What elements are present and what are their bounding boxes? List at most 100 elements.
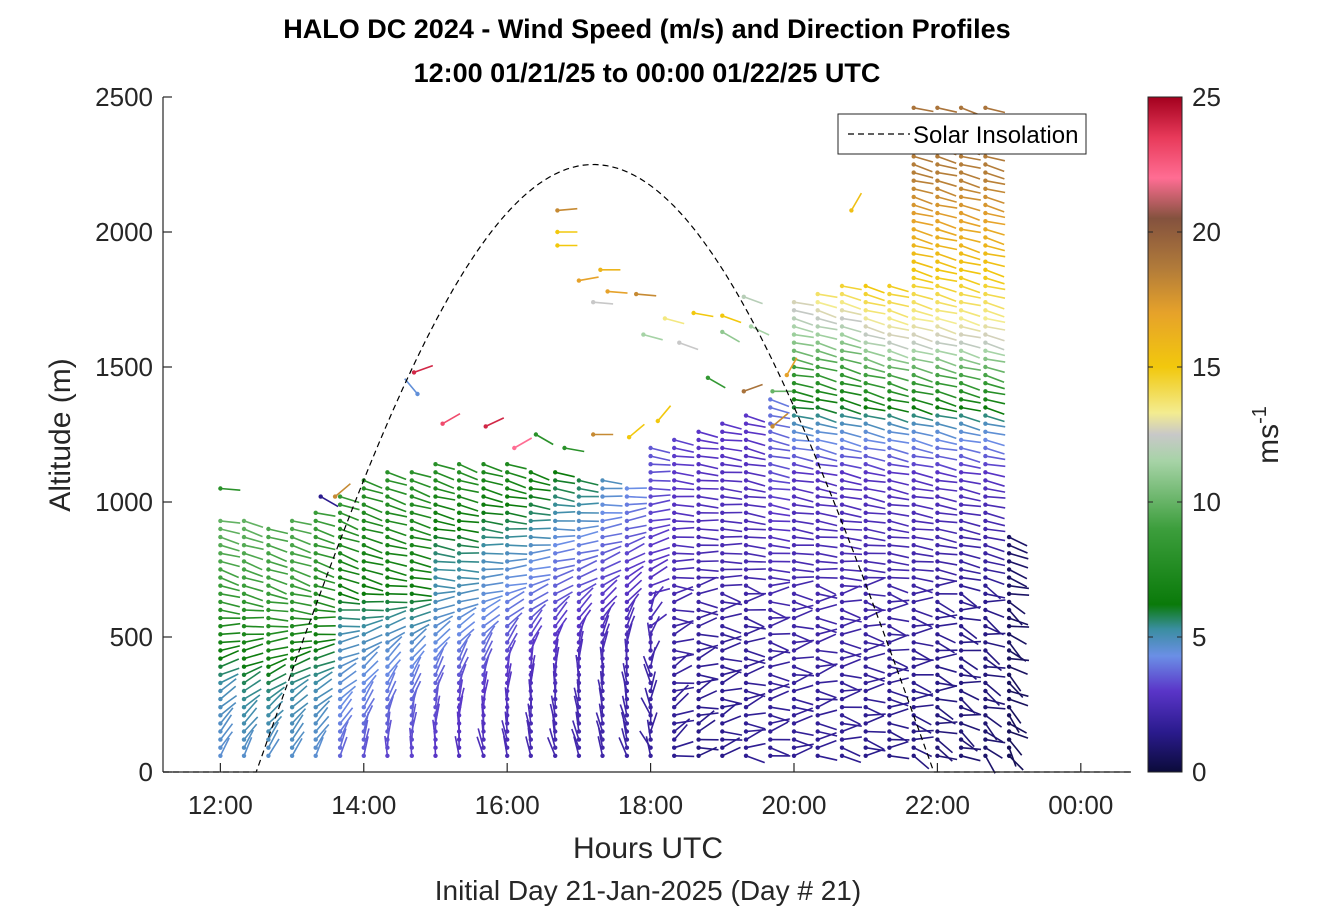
barb-shaft xyxy=(673,723,688,741)
barb-head xyxy=(553,696,558,702)
barb-head xyxy=(218,688,223,694)
wind-barb xyxy=(456,567,480,573)
barb-shaft xyxy=(937,439,958,446)
wind-barb xyxy=(935,648,958,653)
wind-barb xyxy=(958,316,981,327)
barb-shaft xyxy=(913,576,934,583)
barb-shaft xyxy=(865,382,886,389)
wind-barb xyxy=(958,518,981,527)
barb-shaft xyxy=(960,601,981,610)
barb-head xyxy=(720,607,725,613)
barb-shaft xyxy=(770,463,790,470)
barb-head xyxy=(887,429,892,434)
barb-head xyxy=(505,543,510,548)
barb-head xyxy=(887,696,892,702)
barb-shaft xyxy=(889,414,909,424)
barb-shaft xyxy=(578,487,599,493)
barb-head xyxy=(218,526,223,532)
wind-barb xyxy=(385,518,408,526)
barb-head xyxy=(1006,672,1012,677)
barb-head xyxy=(241,526,247,532)
barb-shaft xyxy=(770,632,791,636)
wind-barb xyxy=(768,510,791,517)
barb-head xyxy=(863,453,868,459)
barb-shaft xyxy=(793,743,814,749)
barb-shaft xyxy=(889,374,909,382)
wind-barb xyxy=(313,730,327,750)
barb-head xyxy=(958,575,964,580)
wind-barb xyxy=(720,502,743,507)
barb-head xyxy=(481,753,486,758)
barb-shaft xyxy=(626,615,636,635)
wind-barb xyxy=(887,559,910,566)
barb-shaft xyxy=(913,722,932,734)
wind-barb xyxy=(289,567,311,578)
wind-barb xyxy=(983,291,1006,299)
barb-head xyxy=(958,753,964,758)
y-axis-label: Altitude (m) xyxy=(44,358,77,511)
wind-barb xyxy=(672,534,695,540)
wind-barb xyxy=(1006,680,1024,698)
wind-barb xyxy=(958,251,981,261)
barb-shaft xyxy=(363,544,383,554)
barb-shaft xyxy=(770,649,791,654)
barb-head xyxy=(409,591,414,596)
wind-barb xyxy=(624,494,647,499)
barb-shaft xyxy=(1008,730,1029,739)
barb-shaft xyxy=(363,697,375,716)
barb-head xyxy=(528,753,533,758)
barb-shaft xyxy=(315,651,335,660)
barb-shaft xyxy=(770,422,791,429)
barb-head xyxy=(983,259,988,264)
barb-shaft xyxy=(937,333,957,341)
barb-head xyxy=(481,599,486,605)
wind-barb xyxy=(433,486,456,495)
barb-head xyxy=(958,332,964,337)
wind-barb xyxy=(791,580,814,588)
barb-shaft xyxy=(936,706,954,721)
barb-head xyxy=(385,753,390,758)
wind-barb xyxy=(576,518,599,524)
barb-head xyxy=(528,721,533,726)
barb-shaft xyxy=(340,625,361,628)
wind-barb xyxy=(791,478,814,483)
barb-head xyxy=(361,486,366,491)
barb-shaft xyxy=(985,252,1006,258)
barb-head xyxy=(241,648,247,653)
barb-shaft xyxy=(315,552,336,560)
wind-barb xyxy=(456,679,464,702)
barb-shaft xyxy=(889,560,910,566)
wind-barb xyxy=(409,494,432,504)
barb-shaft xyxy=(722,528,743,533)
barb-head xyxy=(456,632,462,637)
barb-shaft xyxy=(602,540,623,546)
barb-head xyxy=(983,599,988,605)
barb-shaft xyxy=(745,503,766,508)
wind-barb xyxy=(266,591,288,600)
barb-head xyxy=(983,429,988,434)
barb-shaft xyxy=(722,463,743,468)
wind-barb xyxy=(768,567,791,574)
barb-head xyxy=(911,105,916,111)
barb-shaft xyxy=(889,439,910,444)
barb-shaft xyxy=(745,536,766,539)
wind-barb xyxy=(839,453,862,459)
barb-head xyxy=(289,745,295,750)
wind-barb xyxy=(791,664,813,675)
barb-shaft xyxy=(219,694,238,708)
wind-barb xyxy=(743,445,766,455)
wind-barb xyxy=(983,462,1006,468)
barb-head xyxy=(743,462,749,467)
barb-head xyxy=(839,316,845,321)
barb-shaft xyxy=(889,406,909,413)
barb-head xyxy=(983,283,988,289)
barb-head xyxy=(553,615,558,621)
wind-barb xyxy=(241,591,264,602)
barb-shaft xyxy=(817,552,838,558)
barb-head xyxy=(648,615,653,621)
wind-barb xyxy=(935,478,958,484)
wind-barb xyxy=(456,639,468,661)
wind-barb xyxy=(456,559,480,564)
barb-shaft xyxy=(458,607,477,619)
barb-head xyxy=(672,575,677,580)
